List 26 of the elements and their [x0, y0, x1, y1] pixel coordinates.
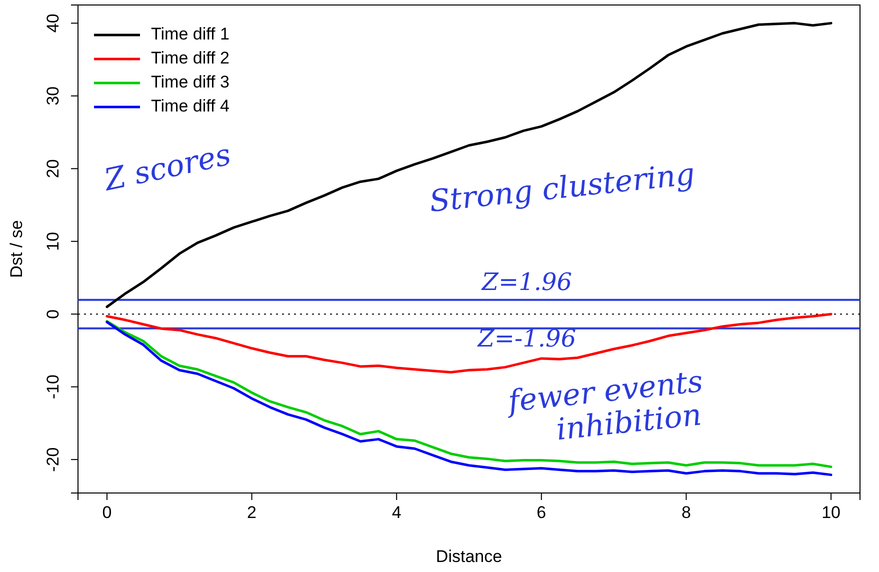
- ref-line-label: Z=-1.96: [476, 324, 576, 352]
- x-tick-label: 0: [102, 503, 112, 522]
- annotation: fewer events inhibition: [504, 364, 705, 448]
- legend-label: Time diff 2: [151, 48, 230, 68]
- x-tick-label: 4: [392, 503, 402, 522]
- x-tick-label: 10: [822, 503, 840, 522]
- y-tick-label: 40: [43, 14, 62, 33]
- annotation: Strong clustering: [428, 156, 696, 220]
- legend-label: Time diff 1: [151, 24, 230, 44]
- y-tick-label: -20: [43, 447, 62, 472]
- line-series: [106, 312, 832, 374]
- ref-line-label: Z=1.96: [480, 268, 572, 296]
- y-tick-label: 20: [43, 159, 62, 178]
- x-tick-label: 6: [536, 503, 546, 522]
- legend-label: Time diff 3: [151, 72, 230, 92]
- y-tick-label: 10: [43, 232, 62, 251]
- line-series: [106, 22, 832, 308]
- y-axis-title: Dst / se: [7, 220, 26, 278]
- legend-label: Time diff 4: [151, 96, 230, 116]
- x-tick-label: 2: [247, 503, 257, 522]
- y-tick-label: 0: [43, 309, 62, 319]
- x-tick-label: 8: [681, 503, 691, 522]
- annotation: Z scores: [100, 137, 234, 198]
- y-tick-label: -10: [43, 374, 62, 400]
- y-tick-label: 30: [43, 86, 62, 106]
- x-axis-title: Distance: [436, 547, 502, 566]
